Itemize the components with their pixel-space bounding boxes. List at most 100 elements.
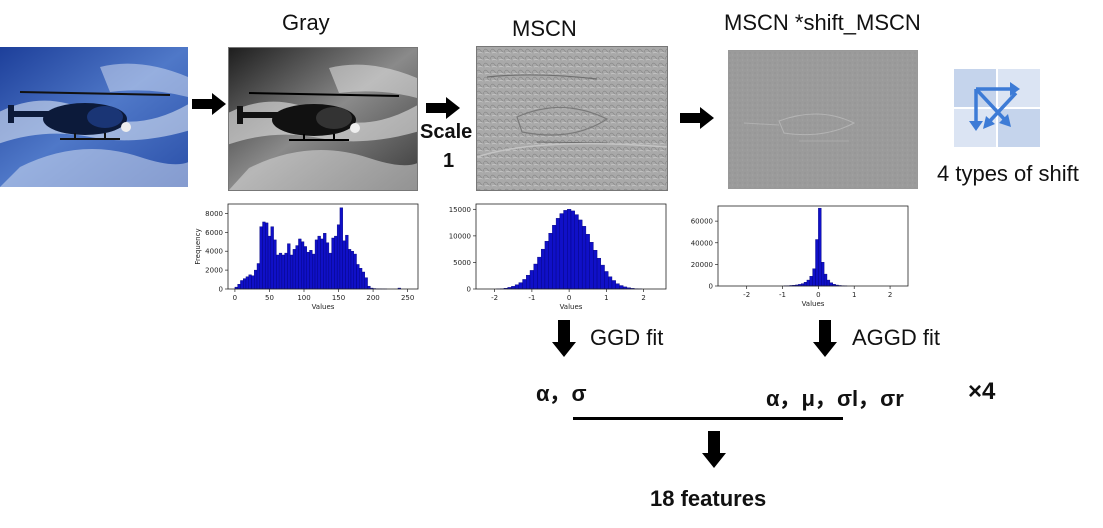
x-tick-label: 0 [567, 294, 571, 302]
mscn-shift-title: MSCN *shift_MSCN [724, 10, 921, 35]
histogram-bar [518, 282, 523, 290]
histogram-bar [339, 207, 343, 290]
histogram-bar [248, 274, 252, 290]
histogram-bar [589, 242, 594, 290]
histogram-bar [245, 276, 249, 290]
arrow-right-icon [192, 93, 226, 115]
histogram-bar [552, 225, 557, 290]
histogram-bar [312, 253, 316, 290]
histogram-bar [287, 243, 291, 290]
histogram-bar [529, 270, 534, 290]
histogram-bar [526, 274, 531, 290]
shift-types-label: 4 types of shift [937, 161, 1079, 186]
histogram-bar [533, 263, 538, 290]
histogram-bar [256, 263, 260, 290]
ggd-params: α，σ [536, 381, 587, 406]
y-tick-label: 60000 [691, 218, 713, 226]
histogram-bar [826, 279, 831, 287]
x-tick-label: 0 [816, 291, 820, 299]
x-tick-label: 50 [265, 294, 274, 302]
y-tick-label: 10000 [449, 232, 471, 240]
histogram-bar [278, 252, 283, 290]
histogram-bar [267, 235, 272, 290]
histogram-bar [548, 233, 553, 290]
y-tick-label: 6000 [205, 229, 223, 237]
x-axis-label: Values [802, 300, 825, 308]
histogram-bar [585, 234, 590, 290]
histogram-bar [567, 209, 572, 290]
histogram-bar [243, 278, 247, 290]
histogram-bar [320, 238, 324, 290]
histogram-bar [806, 279, 810, 287]
x-tick-label: 1 [852, 291, 856, 299]
y-tick-label: 0 [467, 286, 471, 294]
arrow-down-icon [552, 320, 576, 357]
shift-directions-icon [954, 69, 1040, 147]
plot-frame [475, 203, 667, 290]
shift-histogram: -2 -1 0 1 2 0 20000 40000 60000 Values [674, 200, 914, 310]
y-tick-label: 2000 [205, 267, 223, 275]
scale-label: Scale [420, 121, 473, 143]
x-tick-label: 100 [297, 294, 310, 302]
histogram-bar [815, 239, 819, 287]
histogram-bar [254, 269, 258, 290]
histogram-bar [563, 210, 568, 290]
x-tick-label: 0 [233, 294, 237, 302]
histogram-bar [336, 224, 341, 290]
histogram-bar [325, 242, 330, 290]
histogram-bar [350, 251, 354, 290]
histogram-bar [812, 268, 816, 287]
x-tick-label: -1 [779, 291, 786, 299]
mscn-shift-image [728, 50, 918, 189]
histogram-bar [345, 234, 349, 290]
plot-frame [227, 203, 419, 290]
histogram-bar [821, 262, 825, 287]
histogram-bar [600, 264, 605, 290]
histogram-bar [596, 257, 602, 290]
y-tick-label: 20000 [691, 261, 713, 269]
x-axis-label: Values [560, 303, 583, 311]
arrow-right-icon [680, 107, 714, 129]
histogram-bar [608, 276, 613, 290]
histogram-bar [604, 271, 609, 290]
histogram-bar [334, 235, 338, 290]
x-tick-label: 200 [366, 294, 379, 302]
x-tick-label: 2 [888, 291, 892, 299]
histogram-bar [292, 249, 296, 290]
y-tick-label: 0 [709, 283, 713, 291]
histogram-bar [823, 273, 828, 287]
histogram-bar [259, 226, 263, 290]
aggd-fit-label: AGGD fit [852, 325, 941, 350]
histogram-bar [593, 250, 598, 290]
histogram-bar [348, 249, 352, 290]
histogram-bar [540, 248, 546, 290]
y-tick-label: 0 [219, 286, 223, 294]
arrow-down-icon [813, 320, 837, 357]
histogram-bar [314, 239, 319, 290]
histogram-bar [317, 235, 321, 290]
histogram-bar [356, 264, 360, 290]
histogram-bar [359, 268, 363, 290]
helicopter-gray-image [219, 47, 429, 191]
histogram-bar [619, 285, 624, 290]
histogram-bar [265, 222, 269, 290]
histogram-bar [361, 271, 365, 290]
x-tick-label: 1 [604, 294, 608, 302]
histogram-bar [364, 277, 368, 290]
x-tick-label: -2 [491, 294, 498, 302]
histogram-bar [284, 252, 288, 290]
histogram-bar [555, 218, 561, 290]
histogram-bar [615, 283, 620, 290]
histogram-bar [328, 252, 332, 290]
x-tick-label: 150 [332, 294, 345, 302]
histogram-bar [306, 251, 310, 290]
histogram-bar [809, 276, 813, 287]
mscn-title: MSCN [512, 16, 577, 41]
histogram-bar [237, 284, 241, 290]
histogram-bar [281, 254, 285, 290]
mscn-histogram: -2 -1 0 1 2 0 5000 10000 15000 Values [440, 196, 672, 313]
x-tick-label: 250 [401, 294, 414, 302]
histogram-bar [270, 226, 274, 290]
divider-line [573, 417, 843, 420]
x-tick-label: 2 [641, 294, 645, 302]
